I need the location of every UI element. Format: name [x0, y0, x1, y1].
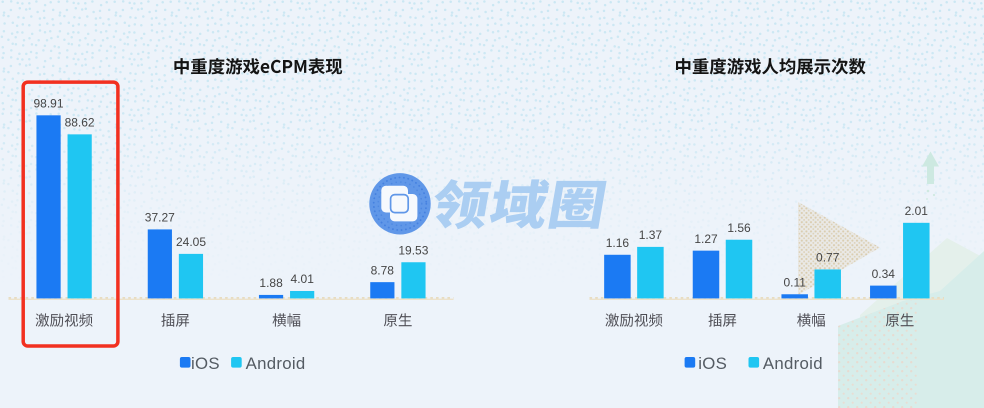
svg-text:0.11: 0.11	[783, 276, 806, 290]
svg-text:Android: Android	[763, 354, 823, 373]
svg-text:0.77: 0.77	[816, 251, 840, 265]
svg-text:1.56: 1.56	[727, 221, 751, 235]
svg-text:8.78: 8.78	[371, 263, 395, 277]
svg-text:19.53: 19.53	[398, 243, 428, 257]
svg-text:Android: Android	[246, 354, 306, 373]
svg-text:37.27: 37.27	[145, 211, 175, 225]
svg-text:iOS: iOS	[191, 354, 220, 373]
svg-text:0.34: 0.34	[872, 267, 896, 281]
svg-text:1.16: 1.16	[606, 236, 630, 250]
svg-text:88.62: 88.62	[65, 116, 95, 130]
svg-text:iOS: iOS	[698, 354, 727, 373]
svg-text:1.27: 1.27	[694, 232, 718, 246]
svg-text:4.01: 4.01	[291, 272, 315, 286]
svg-text:98.91: 98.91	[33, 97, 63, 111]
svg-text:1.88: 1.88	[259, 276, 283, 290]
svg-text:1.37: 1.37	[639, 228, 663, 242]
svg-text:24.05: 24.05	[176, 235, 206, 249]
svg-text:2.01: 2.01	[905, 204, 929, 218]
